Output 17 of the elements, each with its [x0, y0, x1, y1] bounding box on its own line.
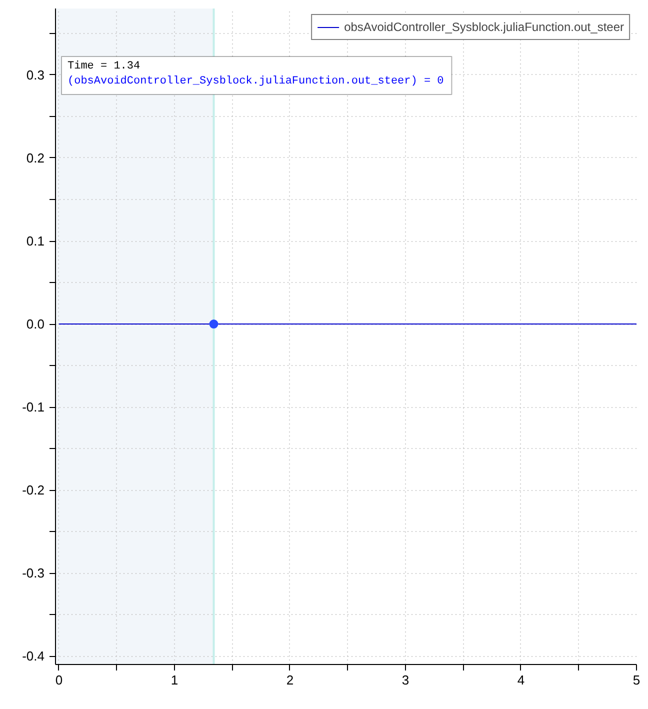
x-tick-label: 1 [170, 672, 178, 688]
y-tick-label: -0.2 [22, 482, 45, 498]
y-tick-label: 0.1 [26, 234, 45, 249]
x-tick-label: 0 [55, 672, 63, 688]
x-tick-label: 4 [517, 672, 525, 688]
y-tick-label: -0.1 [22, 400, 45, 415]
y-tick-label: 0.0 [26, 316, 45, 332]
annotation: Time = 1.34 [68, 60, 141, 72]
annotation: (obsAvoidController_Sysblock.juliaFunction.out_steer) = 0 [68, 76, 444, 88]
y-tick-label: -0.3 [22, 566, 45, 581]
x-tick-label: 2 [286, 672, 294, 688]
legend-label: obsAvoidController_Sysblock.juliaFunction.out_steer [344, 20, 624, 34]
x-tick-label: 5 [632, 672, 640, 688]
y-tick-label: -0.4 [22, 648, 45, 664]
y-tick-label: 0.2 [26, 150, 45, 166]
y-tick-label: 0.3 [26, 67, 45, 82]
x-tick-label: 3 [402, 672, 410, 688]
